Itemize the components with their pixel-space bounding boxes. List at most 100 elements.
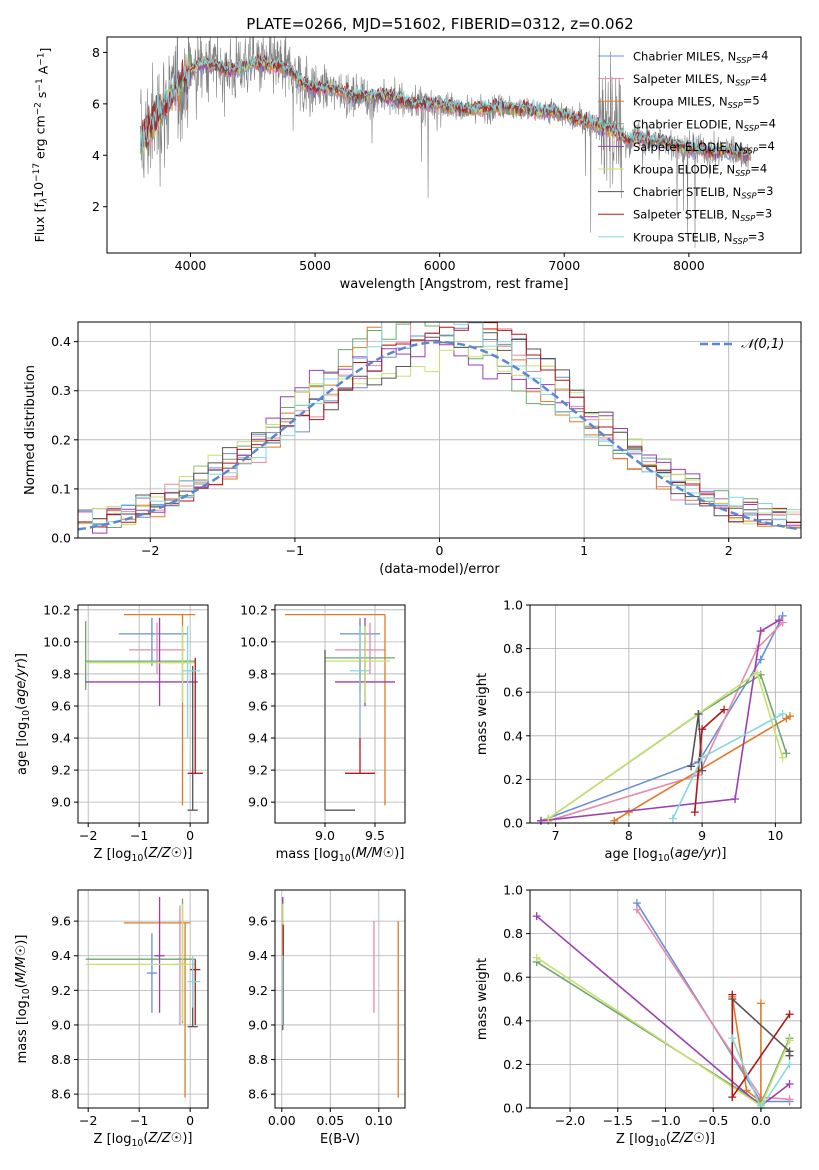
plus-marker	[668, 814, 677, 823]
x-tick-label: 5000	[299, 258, 331, 273]
plus-marker	[720, 705, 729, 714]
plot-frame	[106, 36, 802, 254]
x-tick-label: −2	[141, 543, 159, 558]
plus-marker	[698, 725, 707, 734]
y-tick-label: 8.6	[248, 1087, 268, 1102]
y-tick-label: 9.2	[51, 983, 71, 998]
plus-marker	[728, 1093, 737, 1102]
y-tick-label: 0.4	[51, 334, 71, 349]
plus-marker	[782, 749, 791, 758]
y-tick-label: 0.2	[503, 1057, 523, 1072]
y-tick-label: 8	[92, 45, 100, 60]
legend-label: Salpeter STELIB, NSSP=3	[633, 207, 772, 223]
plot-frame	[77, 604, 209, 824]
y-axis-label: mass weight	[475, 958, 490, 1040]
y-tick-label: 0.6	[503, 970, 523, 985]
x-tick-label: −1	[286, 543, 304, 558]
plus-marker	[786, 712, 795, 721]
y-axis-label: Flux [fλ10−17 erg cm−2 s−1 A−1]	[31, 48, 52, 243]
y-tick-label: 0.6	[503, 685, 523, 700]
x-axis-label: Z [log10(Z/Z☉)]	[94, 846, 193, 864]
x-tick-label: 0	[186, 1113, 194, 1128]
x-tick-label: 0	[186, 828, 194, 843]
legend-label: 𝒩(0,1)	[741, 337, 784, 352]
legend-label: Kroupa MILES, NSSP=5	[633, 94, 760, 110]
histogram-series-step	[78, 322, 801, 528]
plus-marker	[624, 808, 633, 817]
x-tick-label: −1	[130, 1113, 148, 1128]
y-tick-label: 9.8	[51, 666, 71, 681]
mass-vs-metallicity-panel: −2 −1 0 8.6 8.8 9.0 9.2 9.4 9.6 Z [log10(Z/Z☉)] ma…	[14, 889, 209, 1149]
y-tick-label: 0.2	[503, 772, 523, 787]
y-tick-label: 8.8	[51, 1052, 71, 1067]
y-tick-label: 1.0	[503, 883, 523, 898]
y-tick-label: 9.0	[248, 795, 268, 810]
plus-marker	[785, 1080, 794, 1089]
y-tick-label: 1.0	[503, 598, 523, 613]
x-axis-label: Z [log10(Z/Z☉)]	[616, 1131, 715, 1149]
y-tick-label: 9.4	[248, 948, 268, 963]
x-tick-label: −1.5	[603, 1113, 633, 1128]
figure-title: PLATE=0266, MJD=51602, FIBERID=0312, z=0…	[246, 15, 633, 33]
y-tick-label: 10.2	[43, 602, 71, 617]
x-tick-label: 8000	[673, 258, 705, 273]
spectrum-panel: 4000 5000 6000 7000 8000 2 4 6 8 wavelength [Angs…	[31, 36, 802, 292]
plus-marker	[728, 990, 737, 999]
x-axis-label: age [log10(age/yr)]	[604, 846, 726, 864]
legend-label: Salpeter MILES, NSSP=4	[633, 71, 767, 87]
mass-weight-series-line	[548, 621, 784, 822]
plus-marker	[778, 710, 787, 718]
plus-marker	[731, 795, 740, 804]
plus-marker	[785, 1095, 794, 1104]
x-tick-label: −1.0	[650, 1113, 680, 1128]
plus-marker	[756, 627, 765, 636]
x-tick-label: −0.5	[698, 1113, 728, 1128]
x-tick-label: 2	[725, 543, 733, 558]
y-tick-label: 9.0	[51, 1017, 71, 1032]
y-tick-label: 9.6	[51, 698, 71, 713]
y-tick-label: 10.0	[43, 634, 71, 649]
x-tick-label: −2	[79, 1113, 97, 1128]
x-axis-label: wavelength [Angstrom, rest frame]	[340, 277, 569, 292]
histogram-series-step	[78, 322, 801, 527]
y-tick-label: 9.4	[51, 731, 71, 746]
legend-label: Kroupa STELIB, NSSP=3	[633, 229, 765, 245]
plus-marker	[778, 753, 787, 762]
mass-weight-series-line	[540, 615, 784, 822]
y-tick-label: 4	[92, 148, 100, 163]
plot-frame	[274, 889, 406, 1109]
y-tick-label: 9.4	[51, 948, 71, 963]
y-tick-label: 0.0	[51, 531, 71, 546]
plus-marker	[694, 710, 703, 718]
y-tick-label: 0.8	[503, 926, 523, 941]
plus-marker	[785, 1060, 794, 1069]
plot-frame	[274, 604, 406, 824]
plus-marker	[632, 905, 641, 914]
y-tick-label: 9.0	[248, 1017, 268, 1032]
model-series-line	[140, 54, 752, 156]
x-tick-label: 8	[625, 828, 633, 843]
legend-label: Salpeter ELODIE, NSSP=4	[633, 139, 775, 155]
y-tick-label: 9.2	[51, 763, 71, 778]
x-axis-label: E(B-V)	[320, 1132, 360, 1147]
y-tick-label: 9.8	[248, 666, 268, 681]
plus-marker	[687, 762, 696, 771]
plus-marker	[785, 1051, 794, 1060]
plus-marker	[698, 766, 707, 775]
x-tick-label: −2.0	[555, 1113, 585, 1128]
x-tick-label: 0.10	[365, 1113, 393, 1128]
x-tick-label: −1	[130, 828, 148, 843]
x-axis-label: mass [log10(M/M☉)]	[276, 846, 405, 864]
x-tick-label: 9.0	[315, 828, 335, 843]
plus-marker	[756, 999, 765, 1008]
x-tick-label: 4000	[175, 258, 207, 273]
legend-label: Kroupa ELODIE, NSSP=4	[633, 162, 767, 178]
mass-vs-ebv-panel: 0.00 0.05 0.10 8.6 8.8 9.0 9.2 9.4 9.6 E(B-V)	[248, 889, 406, 1147]
plot-frame	[529, 604, 802, 824]
y-tick-label: 9.2	[248, 983, 268, 998]
legend-label: Chabrier STELIB, NSSP=3	[633, 184, 773, 200]
mass-weight-vs-age-panel: 7 8 9 10 0.0 0.2 0.4 0.6 0.8 1.0 age [log10(age/yr…	[475, 598, 802, 864]
plus-marker	[753, 668, 762, 677]
x-axis-label: (data-model)/error	[379, 562, 500, 577]
x-tick-label: 0.05	[316, 1113, 344, 1128]
